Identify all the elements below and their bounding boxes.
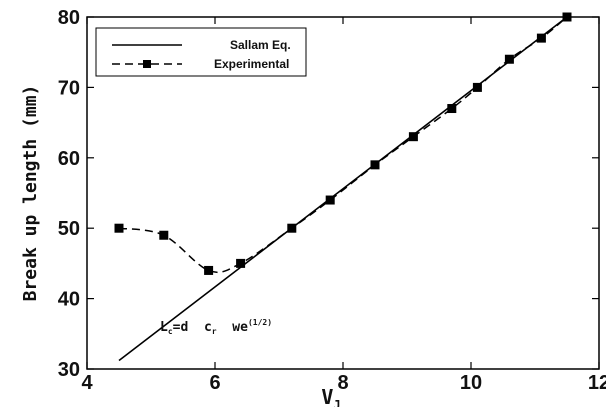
y-tick-label: 40: [58, 289, 80, 311]
data-point-experimental: [447, 104, 457, 114]
y-tick-label: 30: [58, 359, 80, 381]
y-tick-label: 70: [58, 77, 80, 99]
data-point-experimental: [536, 33, 546, 43]
x-axis-label-main: V: [321, 385, 333, 407]
data-point-experimental: [472, 82, 482, 92]
x-tick-label: 6: [209, 372, 220, 394]
legend-label-experimental: Experimental: [214, 57, 289, 71]
data-point-experimental: [408, 132, 418, 142]
data-point-experimental: [325, 195, 335, 205]
y-tick-label: 50: [58, 218, 80, 240]
legend-label-sallam: Sallam Eq.: [230, 38, 291, 52]
x-tick-label: 8: [337, 372, 348, 394]
series-layer: [114, 12, 572, 362]
data-point-experimental: [370, 160, 380, 170]
x-axis-label: VJ: [321, 385, 340, 407]
x-tick-label: 10: [460, 372, 482, 394]
y-tick-label: 60: [58, 148, 80, 170]
x-tick-label: 12: [588, 372, 606, 394]
legend-marker-experimental: [143, 60, 151, 68]
data-point-experimental: [287, 223, 297, 233]
data-point-experimental: [562, 12, 572, 22]
y-axis-label: Break up length (mm): [20, 85, 41, 302]
data-point-experimental: [236, 258, 246, 268]
axis-ticks: 4 6 8 10 12 30 40 50 60 70 80: [58, 7, 606, 394]
x-axis-label-sub: J: [333, 398, 340, 407]
y-tick-label: 80: [58, 7, 80, 29]
data-point-experimental: [204, 265, 214, 275]
x-tick-label: 4: [81, 372, 93, 394]
formula-annotation: Lc=d cr we(1/2): [160, 318, 272, 336]
series-line-sallam: [118, 16, 568, 362]
data-point-experimental: [114, 223, 124, 233]
data-point-experimental: [504, 54, 514, 64]
data-point-experimental: [159, 230, 169, 240]
legend-box: [95, 27, 307, 77]
legend: Sallam Eq. Experimental: [95, 27, 307, 77]
